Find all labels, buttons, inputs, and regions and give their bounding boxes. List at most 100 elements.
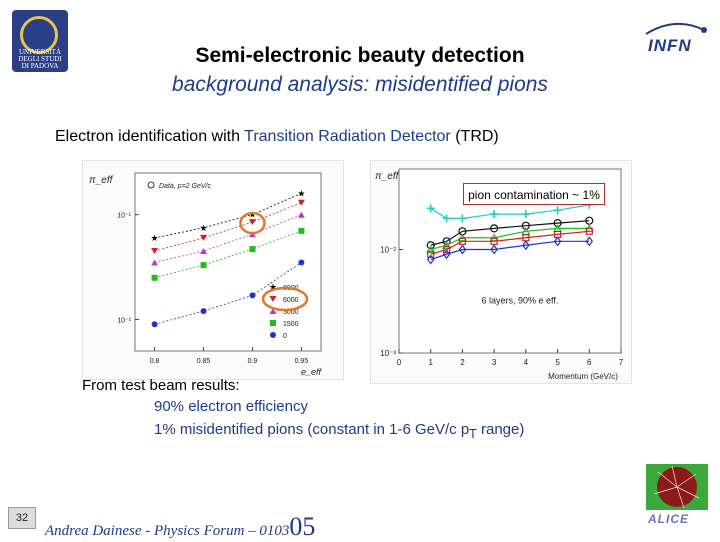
left-data-point: ★	[248, 210, 256, 220]
left-data-point	[200, 262, 207, 269]
electron-efficiency-text: 90% electron efficiency	[154, 398, 308, 415]
left-y-tick-label: 10⁻¹	[117, 213, 131, 220]
left-data-point	[298, 227, 305, 234]
right-x-axis-label: Momentum (GeV/c)	[548, 372, 618, 381]
left-data-point	[297, 211, 305, 218]
misidentified-pions-text: 1% misidentified pions (constant in 1-6 …	[154, 421, 524, 441]
right-data-point	[585, 216, 594, 225]
left-legend-entry: 0	[283, 333, 287, 340]
right-x-tick-label: 5	[555, 358, 560, 367]
left-data-point: ★	[199, 223, 207, 233]
left-legend-marker	[269, 308, 277, 314]
left-highlight-circle	[239, 211, 266, 235]
left-legend-marker: ★	[269, 282, 277, 292]
left-x-axis-label: e_eff	[301, 367, 323, 377]
right-data-point	[553, 219, 562, 228]
infn-logo: INFN	[640, 20, 710, 75]
trd-heading-suffix: (TRD)	[450, 128, 499, 145]
right-data-point	[553, 236, 562, 247]
left-data-point	[298, 259, 305, 266]
trd-heading: Electron identification with Transition …	[55, 128, 499, 146]
test-beam-text: From test beam results:	[82, 377, 240, 394]
right-y-axis-label: π_eff	[375, 171, 400, 182]
pions-text-pre: 1% misidentified pions (constant in 1-6 …	[154, 421, 470, 438]
right-data-point	[426, 245, 436, 254]
right-data-point	[553, 206, 562, 215]
left-data-point	[249, 292, 256, 299]
slide-subtitle: background analysis: misidentified pions	[172, 73, 548, 96]
left-data-point: ★	[297, 188, 305, 198]
right-data-point	[442, 214, 451, 223]
left-data-point	[249, 246, 256, 253]
right-data-point	[426, 241, 435, 250]
left-legend-data-marker	[147, 181, 155, 189]
alice-logo: ALICE	[644, 462, 710, 526]
left-data-point	[200, 248, 208, 255]
left-data-point	[200, 308, 207, 315]
right-x-tick-label: 2	[460, 358, 465, 367]
footer-year: 05	[289, 512, 316, 541]
left-legend-marker	[270, 320, 276, 326]
pion-contamination-callout: pion contamination ~ 1%	[463, 183, 605, 205]
alice-event-icon	[646, 464, 708, 510]
right-data-point	[458, 214, 467, 223]
left-data-point	[151, 321, 158, 328]
right-y-tick-label: 10⁻³	[380, 349, 396, 358]
left-x-tick-label: 0.9	[248, 358, 258, 365]
left-x-tick-label: 0.8	[150, 358, 160, 365]
footer-text: Andrea Dainese - Physics Forum – 010305	[45, 512, 315, 542]
left-y-tick-label: 10⁻²	[117, 317, 131, 324]
right-data-point	[426, 254, 435, 265]
left-data-point	[248, 219, 256, 226]
right-data-point	[442, 245, 451, 254]
left-plot-frame	[134, 172, 322, 352]
left-plot: 0.8 0.85 0.9 0.95 10⁻¹ 10⁻² π_eff e_eff Data, p=…	[89, 172, 323, 377]
left-data-point	[151, 274, 158, 281]
trd-heading-highlight: Transition Radiation Detector	[244, 128, 451, 145]
left-data-point	[151, 248, 159, 255]
left-series-line	[154, 230, 302, 279]
footer-author: Andrea Dainese - Physics Forum – 0103	[45, 523, 290, 539]
right-y-tick-label: 10⁻²	[380, 246, 396, 255]
left-y-axis-label: π_eff	[89, 175, 114, 186]
left-data-point	[151, 259, 159, 266]
right-x-tick-label: 6	[587, 358, 592, 367]
pions-text-sub: T	[469, 427, 477, 441]
pions-text-post: range)	[476, 421, 525, 438]
left-legend-entry: 1500	[283, 321, 299, 328]
right-data-point	[490, 244, 498, 255]
right-series-line	[430, 240, 590, 261]
right-data-point	[442, 241, 452, 249]
left-data-point	[297, 199, 305, 206]
left-x-tick-label: 0.85	[197, 358, 211, 365]
left-series-line	[154, 192, 302, 239]
padova-logo-text: UNIVERSITÀ DEGLI STUDI DI PADOVA	[18, 48, 62, 70]
trd-heading-prefix: Electron identification with	[55, 128, 245, 145]
left-plot-panel: 0.8 0.85 0.9 0.95 10⁻¹ 10⁻² π_eff e_eff Data, p=…	[82, 160, 344, 380]
right-data-point	[585, 236, 594, 247]
university-padova-logo: UNIVERSITÀ DEGLI STUDI DI PADOVA	[12, 10, 68, 72]
page-number: 32	[8, 507, 36, 529]
left-legend-entry: 6000	[283, 297, 299, 304]
left-series-line	[154, 214, 302, 263]
right-x-tick-label: 7	[619, 358, 624, 367]
right-plot-note: 6 layers, 90% e eff.	[481, 296, 558, 306]
left-x-tick-label: 0.95	[295, 358, 309, 365]
alice-logo-text: ALICE	[648, 512, 689, 526]
right-data-point	[490, 224, 499, 233]
left-legend-entry: 3000	[283, 309, 299, 316]
left-series-line	[154, 262, 302, 325]
left-legend-title: Data, p=2 GeV/c	[159, 183, 211, 190]
left-data-point: ★	[151, 233, 159, 243]
right-x-tick-label: 4	[524, 358, 529, 367]
right-data-point	[426, 204, 435, 213]
right-data-point	[458, 244, 467, 255]
right-x-tick-label: 0	[397, 358, 402, 367]
right-x-tick-label: 3	[492, 358, 497, 367]
infn-logo-text: INFN	[648, 36, 692, 55]
left-legend-marker	[270, 332, 276, 338]
slide-title: Semi-electronic beauty detection	[195, 44, 525, 67]
right-data-point	[458, 237, 467, 245]
right-data-point	[490, 237, 498, 245]
right-data-point	[585, 227, 593, 235]
